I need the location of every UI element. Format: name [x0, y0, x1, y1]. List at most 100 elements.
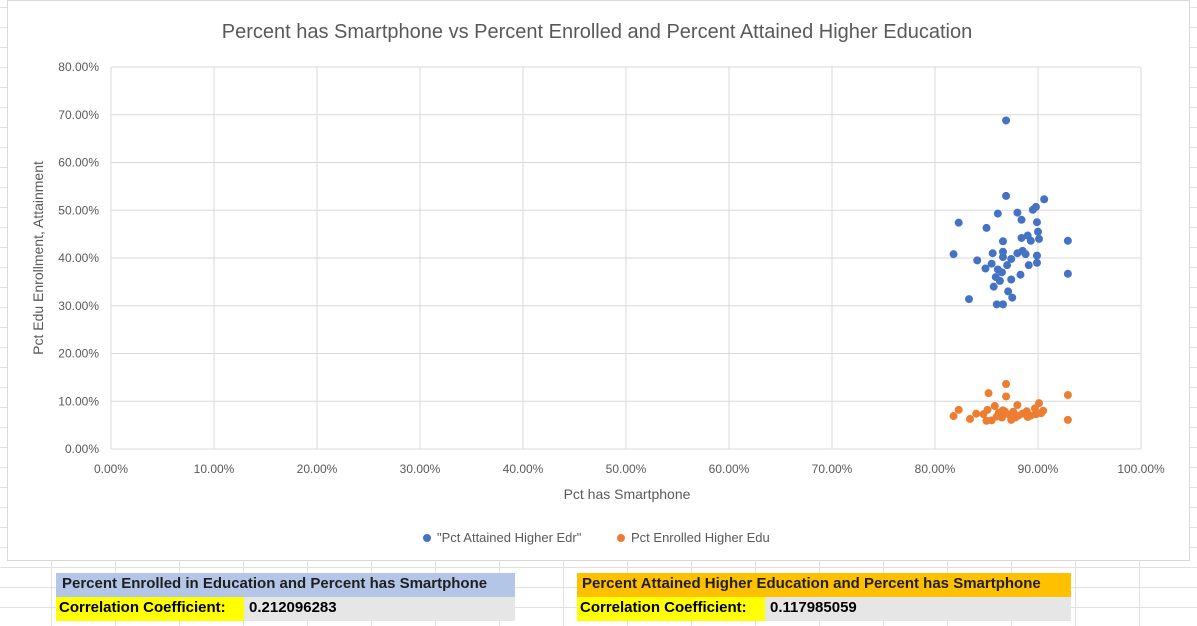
point-attained	[993, 209, 1002, 218]
y-tick-label: 20.00%	[58, 347, 99, 361]
point-enrolled	[1002, 380, 1011, 389]
point-attained	[1063, 269, 1072, 278]
data-points	[949, 116, 1072, 425]
point-attained	[982, 223, 991, 232]
y-tick-label: 10.00%	[58, 394, 99, 408]
right-label-text: Correlation Coefficient:	[580, 599, 747, 616]
y-tick-label: 0.00%	[65, 442, 99, 456]
point-attained	[988, 249, 997, 258]
x-tick-label: 70.00%	[812, 462, 853, 476]
point-enrolled	[992, 412, 1001, 421]
point-attained	[989, 282, 998, 291]
right-table-header: Percent Attained Higher Education and Pe…	[577, 573, 1071, 597]
point-attained	[1035, 234, 1044, 243]
legend: "Pct Attained Higher Edr" Pct Enrolled H…	[423, 530, 770, 545]
point-attained	[1007, 254, 1016, 263]
right-value-cell[interactable]: 0.117985059	[765, 597, 1071, 621]
point-attained	[1028, 205, 1037, 214]
point-enrolled	[949, 412, 958, 421]
point-attained	[1040, 195, 1049, 204]
point-attained	[1032, 258, 1041, 267]
point-enrolled	[1011, 413, 1020, 422]
point-enrolled	[1063, 415, 1072, 424]
point-attained	[954, 218, 963, 227]
point-attained	[1021, 250, 1030, 259]
point-enrolled	[1001, 407, 1010, 416]
point-enrolled	[1013, 401, 1022, 410]
point-attained	[1024, 261, 1033, 270]
left-label-cell: Correlation Coefficient:	[56, 597, 244, 621]
legend-marker-enrolled	[617, 534, 625, 542]
point-enrolled	[982, 416, 991, 425]
point-attained	[1013, 208, 1022, 217]
point-attained	[1034, 227, 1042, 236]
x-tick-label: 20.00%	[297, 462, 338, 476]
x-tick-label: 30.00%	[400, 462, 441, 476]
point-enrolled	[1002, 392, 1011, 401]
x-tick-label: 50.00%	[606, 462, 647, 476]
point-attained	[987, 259, 996, 268]
point-attained	[998, 253, 1007, 262]
y-axis-title: Pct Edu Enrollment, Attainment	[30, 161, 46, 355]
point-attained	[1032, 218, 1041, 227]
y-tick-label: 60.00%	[58, 156, 99, 170]
point-attained	[1016, 270, 1025, 279]
point-enrolled	[979, 410, 988, 419]
point-attained	[1002, 116, 1011, 125]
point-enrolled	[954, 405, 963, 414]
y-tick-label: 70.00%	[58, 108, 99, 122]
point-attained	[1004, 287, 1013, 296]
point-attained	[964, 295, 973, 304]
point-attained	[1063, 236, 1072, 245]
y-axis-ticks: 0.00% 10.00% 20.00% 30.00% 40.00% 50.00% 60.00…	[58, 60, 99, 456]
x-axis-title: Pct has Smartphone	[564, 486, 691, 502]
point-enrolled	[990, 402, 999, 411]
left-value-cell[interactable]: 0.212096283	[244, 597, 515, 621]
x-tick-label: 0.00%	[94, 462, 128, 476]
point-attained	[1017, 215, 1026, 224]
y-tick-label: 80.00%	[58, 60, 99, 74]
point-enrolled	[972, 409, 981, 418]
point-attained	[1026, 236, 1035, 245]
point-attained	[998, 237, 1007, 246]
y-tick-label: 30.00%	[58, 299, 99, 313]
x-tick-label: 100.00%	[1117, 462, 1165, 476]
x-tick-label: 60.00%	[709, 462, 750, 476]
left-table-header-text: Percent Enrolled in Education and Percen…	[62, 575, 488, 592]
point-enrolled	[984, 389, 993, 398]
point-attained	[973, 256, 982, 265]
right-table-header-text: Percent Attained Higher Education and Pe…	[582, 575, 1041, 592]
point-attained	[1017, 233, 1026, 242]
x-tick-label: 90.00%	[1018, 462, 1059, 476]
point-attained	[995, 276, 1004, 285]
y-tick-label: 50.00%	[58, 203, 99, 217]
point-attained	[998, 300, 1007, 309]
point-attained	[1002, 191, 1011, 200]
point-attained	[1013, 249, 1022, 258]
legend-marker-attained	[423, 534, 431, 542]
right-label-cell: Correlation Coefficient:	[577, 597, 765, 621]
x-tick-label: 10.00%	[194, 462, 235, 476]
right-value-text: 0.117985059	[770, 599, 857, 616]
point-attained	[1007, 275, 1016, 284]
left-label-text: Correlation Coefficient:	[59, 599, 226, 616]
left-table-header: Percent Enrolled in Education and Percen…	[56, 573, 515, 597]
chart-title: Percent has Smartphone vs Percent Enroll…	[222, 21, 972, 43]
point-enrolled	[966, 414, 975, 423]
point-attained	[1008, 293, 1017, 302]
point-attained	[981, 264, 990, 273]
legend-label-attained: "Pct Attained Higher Edr"	[437, 530, 582, 545]
x-tick-label: 80.00%	[915, 462, 956, 476]
point-enrolled	[1023, 413, 1032, 422]
point-attained	[992, 300, 1001, 309]
point-enrolled	[1063, 391, 1072, 400]
chart-area[interactable]: Percent has Smartphone vs Percent Enroll…	[7, 0, 1190, 561]
point-attained	[997, 268, 1006, 277]
x-tick-label: 40.00%	[503, 462, 544, 476]
point-attained	[1003, 261, 1012, 270]
point-attained	[949, 250, 958, 259]
legend-label-enrolled: Pct Enrolled Higher Edu	[631, 530, 770, 545]
x-axis-ticks: 0.00% 10.00% 20.00% 30.00% 40.00% 50.00% 60.00…	[94, 462, 1165, 476]
point-enrolled	[1037, 409, 1046, 418]
y-tick-label: 40.00%	[58, 251, 99, 265]
